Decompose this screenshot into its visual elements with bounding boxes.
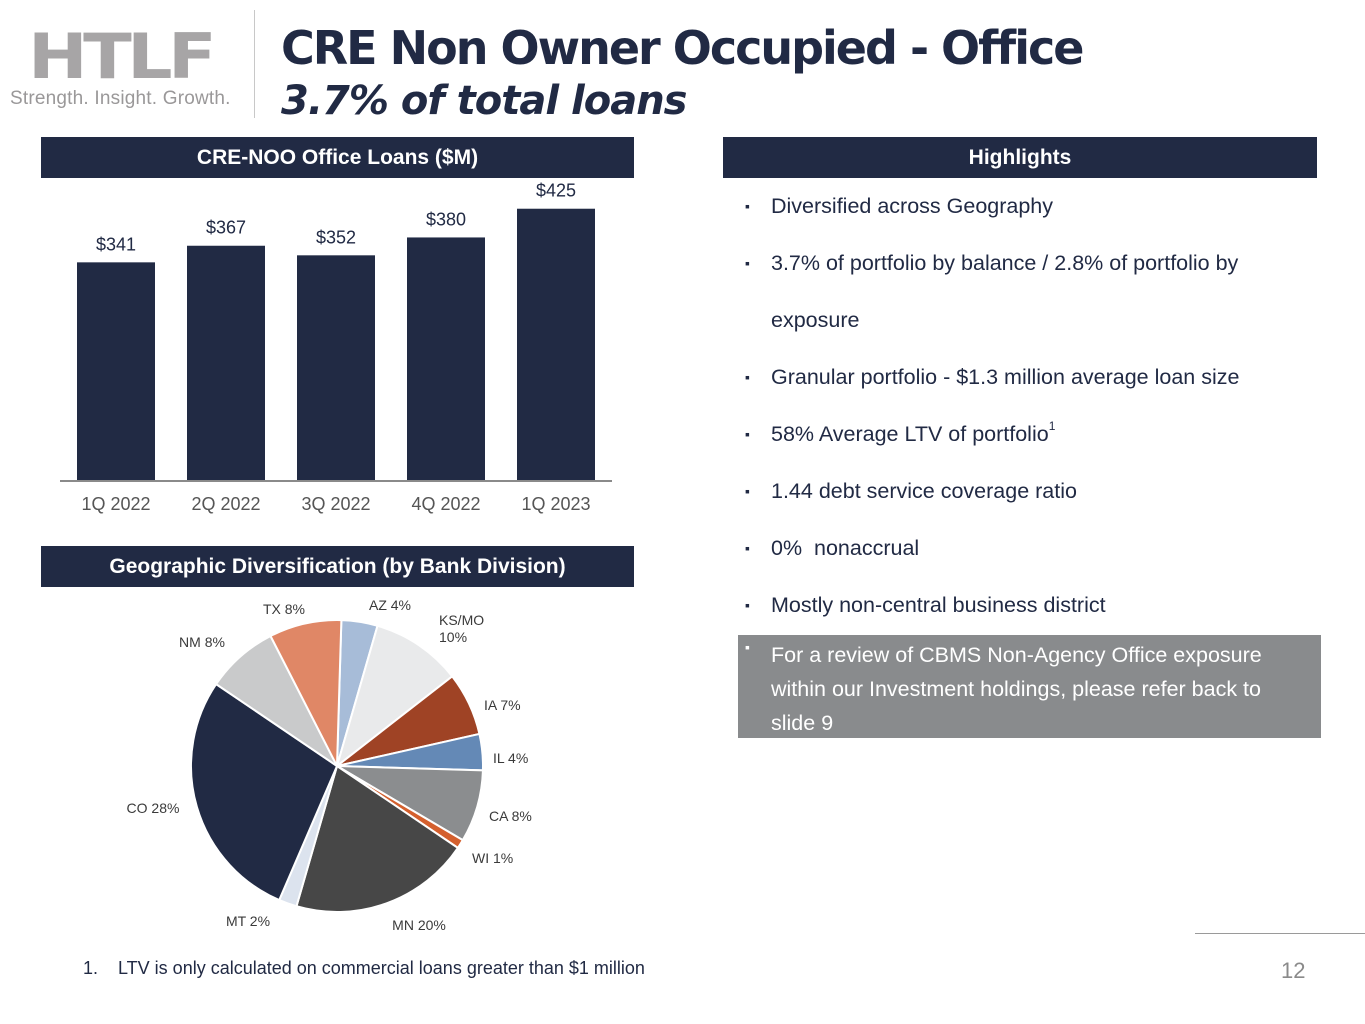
pie-label: WI 1% [472, 850, 513, 866]
pie-label: TX 8% [263, 601, 305, 617]
bar [187, 245, 265, 480]
bar-data-label: $380 [426, 209, 466, 229]
bar-data-label: $352 [316, 227, 356, 247]
x-tick-label: 4Q 2022 [411, 494, 480, 514]
bullet-icon: ▪ [745, 639, 750, 655]
x-tick-label: 2Q 2022 [191, 494, 260, 514]
highlights-list: ▪ Diversified across Geography ▪ 3.7% of p… [740, 178, 1320, 634]
pie-label: MT 2% [226, 913, 270, 929]
bar-data-label: $341 [96, 234, 136, 254]
pie-slice-tx [269, 619, 343, 767]
footnote-number: 1. [83, 958, 99, 978]
pie-chart-title: Geographic Diversification (by Bank Divi… [41, 546, 634, 587]
page-title: CRE Non Owner Occupied - Office [281, 21, 1084, 75]
pie-label: IL 4% [493, 750, 528, 766]
bar [77, 262, 155, 480]
highlight-item: ▪ Diversified across Geography [740, 178, 1320, 235]
x-tick-label: 3Q 2022 [301, 494, 370, 514]
pie-chart: AZ 4% KS/MO 10% IA 7% IL 4% CA 8% WI 1% MN 20% M… [127, 597, 532, 933]
highlight-item: ▪ Mostly non-central business district [740, 577, 1320, 634]
logo-tagline: Strength. Insight. Growth. [10, 88, 231, 109]
bar [517, 208, 595, 481]
pie-label: NM 8% [179, 634, 225, 650]
highlight-item: ▪ 58% Average LTV of portfolio1 [740, 406, 1320, 463]
highlight-text: 1.44 debt service coverage ratio [771, 479, 1077, 503]
footnote-text: LTV is only calculated on commercial loa… [118, 958, 645, 978]
pie-slice-mn [295, 764, 460, 913]
pie-label: CO 28% [127, 800, 180, 816]
bar-data-label: $425 [536, 181, 576, 201]
bar-chart: $341 1Q 2022 $367 2Q 2022 $352 3Q 2022 $380 4Q … [60, 181, 612, 514]
bullet-icon: ▪ [745, 369, 750, 385]
footnote-ref: 1 [1048, 419, 1056, 433]
bar [297, 255, 375, 480]
bullet-icon: ▪ [745, 483, 750, 499]
header-divider [254, 10, 255, 118]
pie-label: AZ 4% [369, 597, 411, 613]
page-number-rule [1195, 933, 1365, 934]
pie-label: IA 7% [484, 697, 521, 713]
pie-label: MN 20% [392, 917, 446, 933]
bar [407, 237, 485, 480]
footnote: 1. LTV is only calculated on commercial l… [83, 958, 645, 979]
bullet-icon: ▪ [745, 198, 750, 214]
bullet-icon: ▪ [745, 540, 750, 556]
highlight-item: ▪ 3.7% of portfolio by balance / 2.8% of … [740, 235, 1320, 349]
highlight-item: ▪ Granular portfolio - $1.3 million avera… [740, 349, 1320, 406]
highlights-title: Highlights [723, 137, 1317, 178]
logo-mark: HTLF [28, 20, 217, 93]
bar-data-label: $367 [206, 218, 246, 238]
callout-text: For a review of CBMS Non-Agency Office e… [771, 643, 1262, 735]
bullet-icon: ▪ [745, 597, 750, 613]
highlight-text: 3.7% of portfolio by balance / 2.8% of p… [771, 251, 1239, 332]
pie-slice-ks-mo [335, 624, 454, 769]
highlight-text: 58% Average LTV of portfolio [771, 422, 1049, 446]
highlight-text: Diversified across Geography [771, 194, 1054, 218]
page-subtitle: 3.7% of total loans [281, 78, 687, 124]
pie-label: KS/MO 10% [439, 612, 484, 645]
highlight-item: ▪ 1.44 debt service coverage ratio [740, 463, 1320, 520]
highlight-text: Granular portfolio - $1.3 million averag… [771, 365, 1240, 389]
pie-slice-co [190, 682, 339, 902]
page-number: 12 [1281, 958, 1306, 983]
bar-chart-title: CRE-NOO Office Loans ($M) [41, 137, 634, 178]
pie-label: CA 8% [489, 808, 532, 824]
x-tick-label: 1Q 2023 [521, 494, 590, 514]
highlight-text: Mostly non-central business district [771, 593, 1106, 617]
highlight-text: 0% nonaccrual [771, 536, 920, 560]
x-tick-label: 1Q 2022 [81, 494, 150, 514]
bullet-icon: ▪ [745, 255, 750, 271]
cbms-callout: ▪ For a review of CBMS Non-Agency Office… [738, 635, 1321, 738]
highlight-item: ▪ 0% nonaccrual [740, 520, 1320, 577]
bullet-icon: ▪ [745, 426, 750, 442]
